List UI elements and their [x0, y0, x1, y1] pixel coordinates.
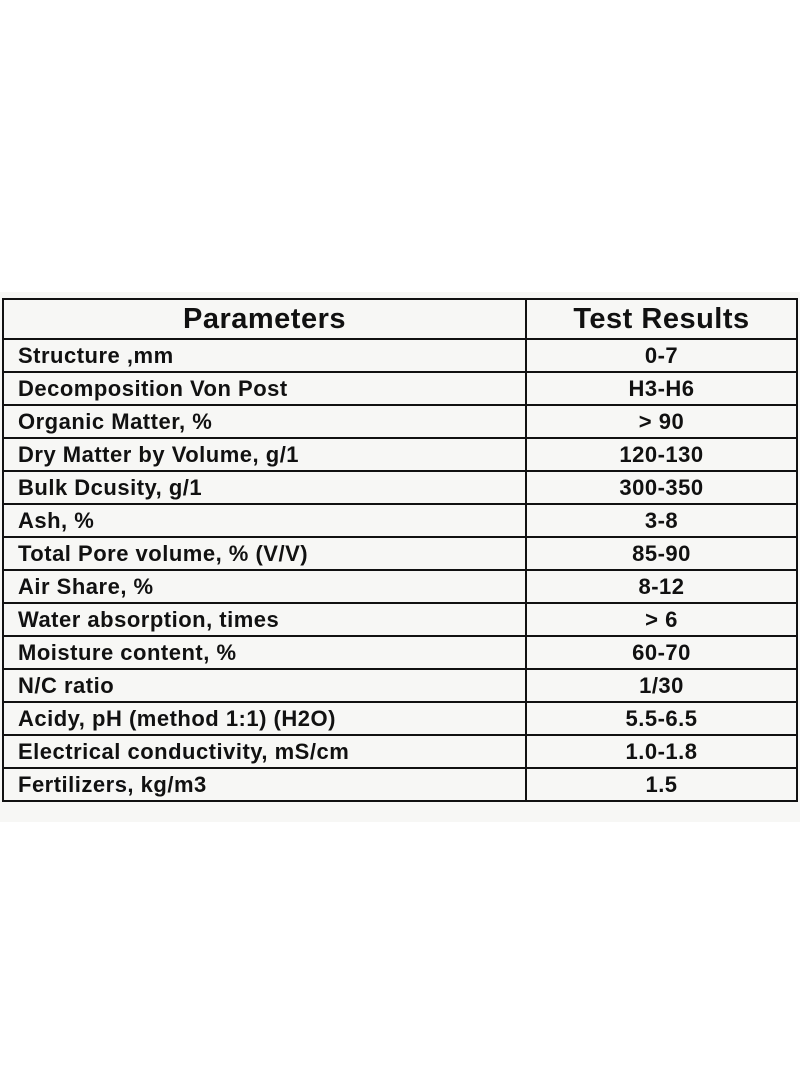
result-cell: 85-90: [525, 536, 798, 571]
parameter-cell: Decomposition Von Post: [2, 371, 527, 406]
result-cell: 3-8: [525, 503, 798, 538]
table-row: N/C ratio 1/30: [2, 668, 798, 703]
result-cell: 120-130: [525, 437, 798, 472]
table-row: Organic Matter, % > 90: [2, 404, 798, 439]
result-cell: H3-H6: [525, 371, 798, 406]
results-table: Parameters Test Results Structure ,mm 0-7…: [2, 298, 798, 802]
parameter-cell: Bulk Dcusity, g/1: [2, 470, 527, 505]
table-row: Water absorption, times > 6: [2, 602, 798, 637]
result-cell: 60-70: [525, 635, 798, 670]
parameter-cell: Water absorption, times: [2, 602, 527, 637]
result-cell: 1.5: [525, 767, 798, 802]
result-cell: 0-7: [525, 338, 798, 373]
table-row: Electrical conductivity, mS/cm 1.0-1.8: [2, 734, 798, 769]
header-cell: Test Results: [525, 298, 798, 340]
header-cell: Parameters: [2, 298, 527, 340]
parameter-cell: Fertilizers, kg/m3: [2, 767, 527, 802]
parameter-cell: Electrical conductivity, mS/cm: [2, 734, 527, 769]
table-row: Moisture content, % 60-70: [2, 635, 798, 670]
parameter-cell: Acidy, pH (method 1:1) (H2O): [2, 701, 527, 736]
parameter-cell: Organic Matter, %: [2, 404, 527, 439]
parameter-cell: Structure ,mm: [2, 338, 527, 373]
result-cell: 1/30: [525, 668, 798, 703]
result-cell: 300-350: [525, 470, 798, 505]
table-row: Ash, % 3-8: [2, 503, 798, 538]
parameter-cell: Total Pore volume, % (V/V): [2, 536, 527, 571]
table-row: Bulk Dcusity, g/1 300-350: [2, 470, 798, 505]
result-cell: > 90: [525, 404, 798, 439]
parameter-cell: N/C ratio: [2, 668, 527, 703]
table-row: Decomposition Von Post H3-H6: [2, 371, 798, 406]
table-row: Acidy, pH (method 1:1) (H2O) 5.5-6.5: [2, 701, 798, 736]
parameter-cell: Air Share, %: [2, 569, 527, 604]
result-cell: > 6: [525, 602, 798, 637]
table-row: Air Share, % 8-12: [2, 569, 798, 604]
table-row: Fertilizers, kg/m3 1.5: [2, 767, 798, 802]
table-row: Total Pore volume, % (V/V) 85-90: [2, 536, 798, 571]
result-cell: 5.5-6.5: [525, 701, 798, 736]
parameter-cell: Dry Matter by Volume, g/1: [2, 437, 527, 472]
parameter-cell: Ash, %: [2, 503, 527, 538]
header-row: Parameters Test Results: [2, 298, 798, 340]
result-cell: 1.0-1.8: [525, 734, 798, 769]
table-row: Dry Matter by Volume, g/1 120-130: [2, 437, 798, 472]
result-cell: 8-12: [525, 569, 798, 604]
parameter-cell: Moisture content, %: [2, 635, 527, 670]
table-row: Structure ,mm 0-7: [2, 338, 798, 373]
